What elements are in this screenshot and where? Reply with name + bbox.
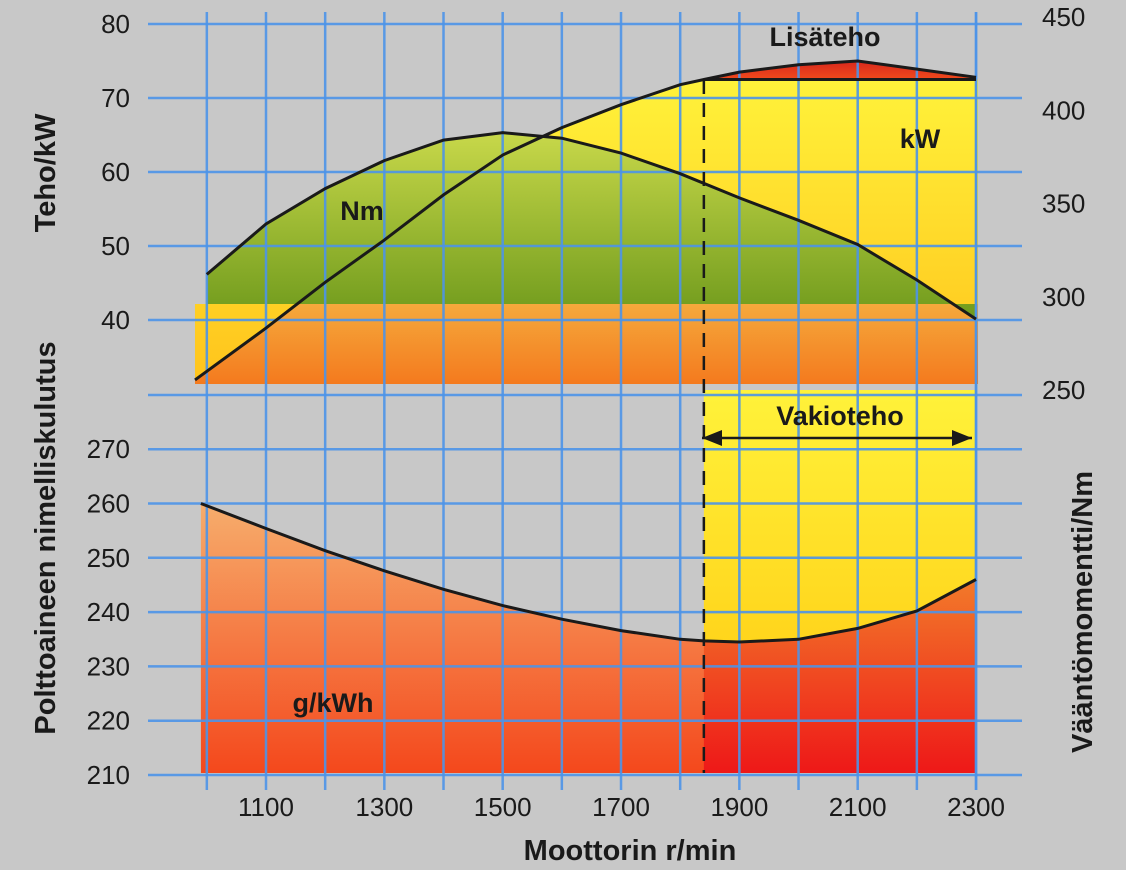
annotation-constant-power: Vakioteho [776,401,904,431]
y-tick-label-torque: 400 [1042,95,1085,125]
y-tick-label-torque: 450 [1042,2,1085,32]
x-tick-label: 1900 [710,792,768,822]
x-tick-label: 1500 [474,792,532,822]
power-band-fill [194,304,979,384]
area-fills [194,61,979,773]
y-tick-label-torque: 300 [1042,282,1085,312]
y-tick-label-power: 50 [101,231,130,261]
y-tick-label-fuel: 210 [87,760,130,790]
x-axis-label: Moottorin r/min [524,835,737,867]
y-axis-label-power: Teho/kW [30,113,62,232]
fuel-curve [200,502,977,644]
y-tick-label-power: 40 [101,305,130,335]
y-tick-label-power: 60 [101,157,130,187]
x-tick-label: 2100 [829,792,887,822]
annotation-torque: Nm [340,196,384,226]
power-curve [194,78,976,382]
annotation-extra-power: Lisäteho [769,22,880,52]
y-tick-label-power: 70 [101,83,130,113]
y-tick-label-fuel: 270 [87,434,130,464]
y-tick-label-torque: 250 [1042,375,1085,405]
y-tick-label-fuel: 240 [87,597,130,627]
annotation-power: kW [900,124,941,154]
constant-power-arrow [702,430,972,446]
constant-power-fill [703,390,977,642]
fuel-right-fill [703,579,977,773]
extra-power-curve [703,59,977,81]
x-tick-label: 1100 [238,792,294,822]
x-tick-label: 1300 [355,792,413,822]
torque-curve [205,131,977,321]
y-tick-label-fuel: 220 [87,706,130,736]
y-tick-label-fuel: 250 [87,543,130,573]
grid [148,12,1022,790]
y-tick-label-torque: 350 [1042,189,1085,219]
y-axis-label-torque: Vääntömomentti/Nm [1067,471,1099,753]
y-tick-label-fuel: 230 [87,651,130,681]
data-lines [194,59,977,773]
y-axis-label-fuel: Polttoaineen nimelliskulutus [30,341,62,734]
x-tick-label: 2300 [947,792,1005,822]
tick-labels: 1100 1300 1500 1700 1900 2100 2300 40 50 60 70 80 21… [87,2,1086,822]
torque-area-fill [206,132,977,320]
y-tick-label-power: 80 [101,9,130,39]
extra-power-fill [703,61,977,80]
y-tick-label-fuel: 260 [87,489,130,519]
x-tick-label: 1700 [592,792,650,822]
annotation-fuel: g/kWh [293,688,374,718]
